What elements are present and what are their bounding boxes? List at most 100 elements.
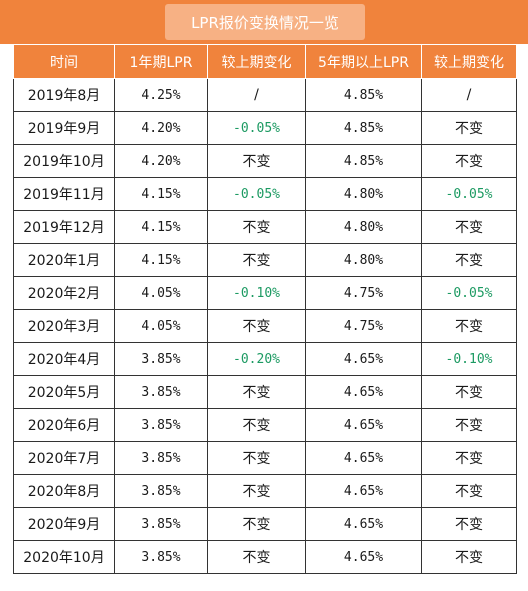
cell-5y-lpr: 4.65% <box>305 540 422 574</box>
cell-5y-change: 不变 <box>421 540 517 574</box>
cell-5y-lpr: 4.85% <box>305 78 422 112</box>
cell-5y-change: 不变 <box>421 309 517 343</box>
cell-1y-lpr: 4.20% <box>114 111 208 145</box>
cell-5y-change: 不变 <box>421 441 517 475</box>
table-row: 2020年2月 4.05% -0.10% 4.75% -0.05% <box>13 276 517 310</box>
cell-1y-change: -0.20% <box>207 342 306 376</box>
cell-5y-change: 不变 <box>421 375 517 409</box>
cell-5y-change: 不变 <box>421 144 517 178</box>
cell-1y-lpr: 3.85% <box>114 507 208 541</box>
cell-time: 2019年12月 <box>13 210 115 244</box>
cell-time: 2020年10月 <box>13 540 115 574</box>
cell-time: 2020年4月 <box>13 342 115 376</box>
cell-5y-change: -0.05% <box>421 177 517 211</box>
cell-time: 2020年8月 <box>13 474 115 508</box>
cell-time: 2019年9月 <box>13 111 115 145</box>
cell-time: 2020年2月 <box>13 276 115 310</box>
cell-5y-change: 不变 <box>421 210 517 244</box>
cell-1y-change: 不变 <box>207 441 306 475</box>
cell-1y-change: 不变 <box>207 408 306 442</box>
cell-1y-change: -0.10% <box>207 276 306 310</box>
cell-1y-change: / <box>207 78 306 112</box>
cell-1y-change: -0.05% <box>207 111 306 145</box>
table-row: 2020年9月 3.85% 不变 4.65% 不变 <box>13 507 517 541</box>
cell-1y-change: 不变 <box>207 474 306 508</box>
cell-5y-change: / <box>421 78 517 112</box>
cell-time: 2020年7月 <box>13 441 115 475</box>
table-row: 2020年10月 3.85% 不变 4.65% 不变 <box>13 540 517 574</box>
cell-5y-change: -0.10% <box>421 342 517 376</box>
table-body: 2019年8月 4.25%/4.85%/2019年9月 4.20% -0.05% 4.8… <box>13 78 517 574</box>
header-1y-change: 较上期变化 <box>207 44 306 79</box>
header-5y-change: 较上期变化 <box>421 44 517 79</box>
cell-5y-lpr: 4.65% <box>305 342 422 376</box>
title-bar: LPR报价变换情况一览 <box>0 0 528 44</box>
table-row: 2020年4月 3.85% -0.20% 4.65% -0.10% <box>13 342 517 376</box>
table-row: 2019年8月 4.25%/4.85% / <box>13 78 517 112</box>
cell-5y-lpr: 4.80% <box>305 177 422 211</box>
cell-time: 2019年11月 <box>13 177 115 211</box>
cell-5y-lpr: 4.80% <box>305 210 422 244</box>
cell-5y-lpr: 4.75% <box>305 309 422 343</box>
cell-1y-change: 不变 <box>207 375 306 409</box>
table-row: 2020年6月 3.85% 不变 4.65% 不变 <box>13 408 517 442</box>
cell-1y-lpr: 3.85% <box>114 342 208 376</box>
cell-1y-lpr: 4.05% <box>114 276 208 310</box>
cell-5y-change: 不变 <box>421 243 517 277</box>
header-5y-lpr: 5年期以上LPR <box>305 44 422 79</box>
cell-5y-lpr: 4.85% <box>305 111 422 145</box>
cell-1y-change: 不变 <box>207 210 306 244</box>
cell-5y-lpr: 4.75% <box>305 276 422 310</box>
cell-time: 2020年6月 <box>13 408 115 442</box>
cell-5y-change: 不变 <box>421 474 517 508</box>
cell-1y-lpr: 3.85% <box>114 540 208 574</box>
cell-1y-lpr: 3.85% <box>114 441 208 475</box>
table-row: 2019年10月 4.20% 不变 4.85% 不变 <box>13 144 517 178</box>
cell-1y-lpr: 3.85% <box>114 408 208 442</box>
table-row: 2019年12月 4.15% 不变 4.80% 不变 <box>13 210 517 244</box>
cell-1y-lpr: 4.20% <box>114 144 208 178</box>
cell-5y-lpr: 4.65% <box>305 507 422 541</box>
header-1y-lpr: 1年期LPR <box>114 44 208 79</box>
table-header-row: 时间 1年期LPR 较上期变化 5年期以上LPR 较上期变化 <box>13 44 517 79</box>
cell-1y-change: 不变 <box>207 507 306 541</box>
table-row: 2020年1月 4.15% 不变 4.80% 不变 <box>13 243 517 277</box>
cell-time: 2020年5月 <box>13 375 115 409</box>
cell-time: 2020年3月 <box>13 309 115 343</box>
cell-1y-lpr: 3.85% <box>114 375 208 409</box>
cell-1y-lpr: 4.15% <box>114 210 208 244</box>
page-title: LPR报价变换情况一览 <box>165 4 365 40</box>
cell-5y-lpr: 4.65% <box>305 441 422 475</box>
table-row: 2020年3月 4.05% 不变 4.75% 不变 <box>13 309 517 343</box>
table-row: 2020年8月 3.85% 不变 4.65% 不变 <box>13 474 517 508</box>
cell-1y-lpr: 4.05% <box>114 309 208 343</box>
cell-1y-change: 不变 <box>207 144 306 178</box>
table-row: 2020年5月 3.85% 不变 4.65% 不变 <box>13 375 517 409</box>
cell-5y-lpr: 4.80% <box>305 243 422 277</box>
cell-5y-lpr: 4.65% <box>305 375 422 409</box>
header-time: 时间 <box>13 44 115 79</box>
cell-time: 2020年9月 <box>13 507 115 541</box>
cell-5y-change: -0.05% <box>421 276 517 310</box>
cell-1y-lpr: 4.15% <box>114 177 208 211</box>
cell-5y-lpr: 4.85% <box>305 144 422 178</box>
cell-1y-lpr: 4.15% <box>114 243 208 277</box>
cell-1y-change: -0.05% <box>207 177 306 211</box>
cell-time: 2019年8月 <box>13 78 115 112</box>
cell-5y-lpr: 4.65% <box>305 474 422 508</box>
cell-1y-lpr: 4.25% <box>114 78 208 112</box>
cell-5y-lpr: 4.65% <box>305 408 422 442</box>
cell-5y-change: 不变 <box>421 111 517 145</box>
table-row: 2019年9月 4.20% -0.05% 4.85% 不变 <box>13 111 517 145</box>
table-row: 2019年11月 4.15% -0.05% 4.80% -0.05% <box>13 177 517 211</box>
cell-1y-change: 不变 <box>207 243 306 277</box>
table-row: 2020年7月 3.85% 不变 4.65% 不变 <box>13 441 517 475</box>
lpr-table: 时间 1年期LPR 较上期变化 5年期以上LPR 较上期变化 2019年8月 4.… <box>13 44 517 574</box>
cell-5y-change: 不变 <box>421 507 517 541</box>
cell-time: 2019年10月 <box>13 144 115 178</box>
cell-5y-change: 不变 <box>421 408 517 442</box>
cell-time: 2020年1月 <box>13 243 115 277</box>
cell-1y-change: 不变 <box>207 540 306 574</box>
cell-1y-lpr: 3.85% <box>114 474 208 508</box>
